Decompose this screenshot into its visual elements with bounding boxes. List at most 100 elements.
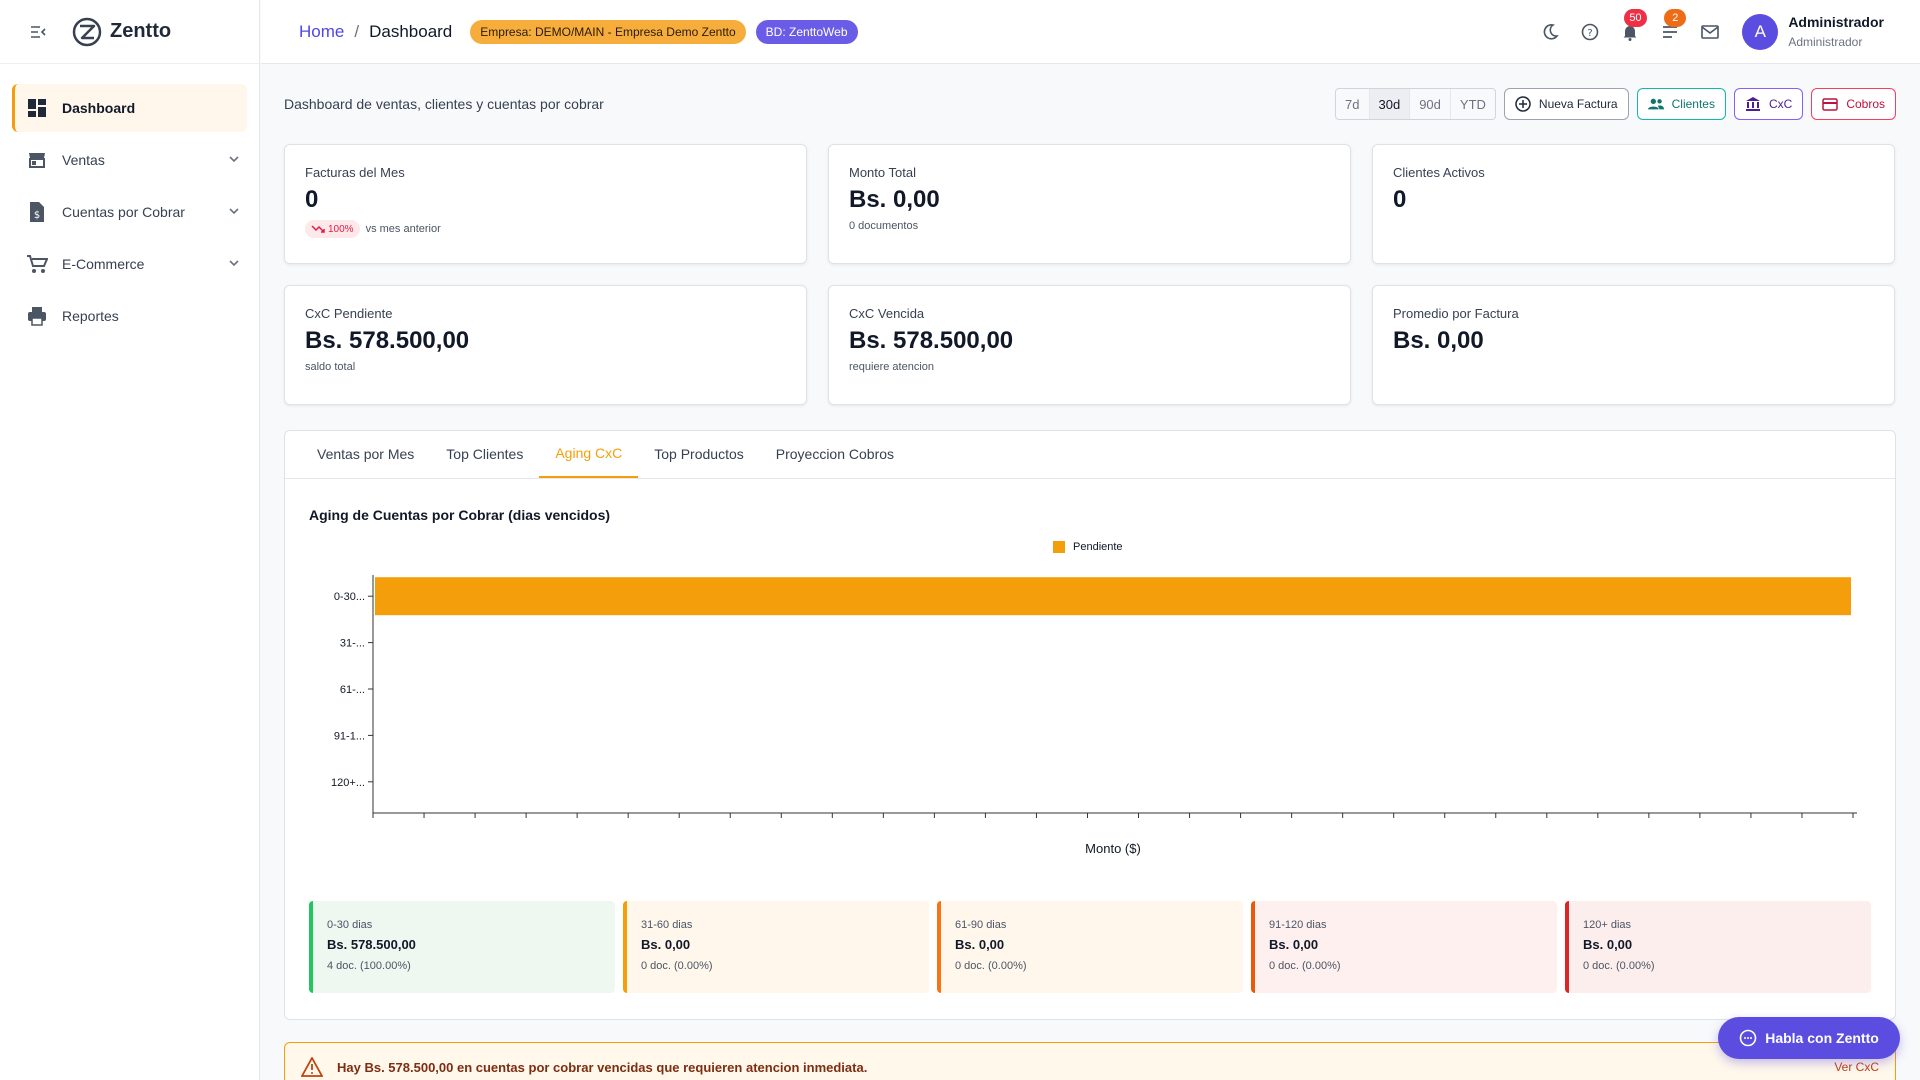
aging-bucket: 91-120 dias Bs. 0,00 0 doc. (0.00%) xyxy=(1251,901,1557,993)
sidebar-item-ventas[interactable]: Ventas xyxy=(12,136,247,184)
breadcrumb-current: Dashboard xyxy=(369,21,453,41)
bucket-amount: Bs. 0,00 xyxy=(1583,937,1633,952)
breadcrumb-home-link[interactable]: Home xyxy=(299,21,345,41)
app-name: Zentto xyxy=(110,20,172,42)
help-icon[interactable]: ? xyxy=(1578,20,1602,44)
tab-ventas-por-mes[interactable]: Ventas por Mes xyxy=(317,446,415,462)
view-cxc-link[interactable]: Ver CxC xyxy=(1834,1060,1879,1074)
range-ytd[interactable]: YTD xyxy=(1459,96,1486,112)
aging-bucket: 61-90 dias Bs. 0,00 0 doc. (0.00%) xyxy=(937,901,1243,993)
bucket-amount: Bs. 578.500,00 xyxy=(327,937,416,952)
kpi-label: Promedio por Factura xyxy=(1393,306,1519,321)
y-tick-label: 31-... xyxy=(340,638,365,650)
range-7d[interactable]: 7d xyxy=(1336,89,1370,119)
page-subtitle: Dashboard de ventas, clientes y cuentas … xyxy=(284,96,604,112)
y-tick-label: 0-30... xyxy=(334,591,365,603)
chevron-down-icon xyxy=(227,204,241,218)
tasks-list-icon[interactable]: 2 xyxy=(1658,9,1687,44)
breadcrumb: Home / Dashboard xyxy=(299,22,452,42)
aging-bucket: 31-60 dias Bs. 0,00 0 doc. (0.00%) xyxy=(623,901,929,993)
brand-bar: Zentto xyxy=(0,0,259,64)
sidebar-item-reportes[interactable]: Reportes xyxy=(12,292,247,340)
kpi-card-cxc-overdue: CxC Vencida Bs. 578.500,00 requiere aten… xyxy=(828,285,1351,405)
store-icon xyxy=(26,149,48,171)
trend-value: 100% xyxy=(328,223,354,235)
add-circle-icon xyxy=(1515,96,1531,112)
bucket-label: 91-120 dias xyxy=(1269,919,1327,931)
sidebar: Zentto Dashboard Ventas $ Cuentas por Co… xyxy=(0,0,260,1080)
collapse-menu-icon[interactable] xyxy=(28,22,48,42)
kpi-sub: 100% vs mes anterior xyxy=(305,220,786,238)
printer-icon xyxy=(26,305,48,327)
overdue-alert: Hay Bs. 578.500,00 en cuentas por cobrar… xyxy=(284,1042,1896,1080)
chat-button[interactable]: Habla con Zentto xyxy=(1718,1017,1900,1059)
tab-top-clientes[interactable]: Top Clientes xyxy=(446,446,524,462)
date-range-toggle: 7d 30d 90d YTD xyxy=(1335,88,1496,120)
sidebar-item-label: Ventas xyxy=(62,152,105,168)
tab-proyeccion-cobros[interactable]: Proyeccion Cobros xyxy=(775,446,895,462)
sidebar-item-label: Cuentas por Cobrar xyxy=(62,204,185,220)
x-axis-label: Monto ($) xyxy=(1085,841,1141,856)
bucket-label: 0-30 dias xyxy=(327,919,373,931)
mail-icon[interactable] xyxy=(1698,20,1722,44)
payments-button[interactable]: Cobros xyxy=(1811,88,1896,120)
trend-badge: 100% xyxy=(305,220,360,238)
chat-button-label: Habla con Zentto xyxy=(1765,1030,1879,1046)
sidebar-item-label: Dashboard xyxy=(62,100,136,116)
bucket-amount: Bs. 0,00 xyxy=(1269,937,1319,952)
payments-label: Cobros xyxy=(1846,97,1885,111)
cart-icon xyxy=(26,253,48,275)
user-name: Administrador xyxy=(1788,13,1884,30)
kpi-card-total-amount: Monto Total Bs. 0,00 0 documentos xyxy=(828,144,1351,264)
chart-legend: Pendiente xyxy=(1053,541,1123,553)
charts-panel: Ventas por Mes Top Clientes Aging CxC To… xyxy=(284,430,1896,1020)
kpi-card-active-clients: Clientes Activos 0 xyxy=(1372,144,1895,264)
kpi-value: Bs. 578.500,00 xyxy=(305,327,470,354)
tab-aging-cxc[interactable]: Aging CxC xyxy=(539,430,639,478)
new-invoice-label: Nueva Factura xyxy=(1538,97,1618,111)
chart-tabs: Ventas por Mes Top Clientes Aging CxC To… xyxy=(285,431,1895,479)
sidebar-item-e-commerce[interactable]: E-Commerce xyxy=(12,240,247,288)
kpi-label: Monto Total xyxy=(849,165,916,180)
new-invoice-button[interactable]: Nueva Factura xyxy=(1503,88,1629,120)
sidebar-item-label: Reportes xyxy=(62,308,119,324)
legend-label: Pendiente xyxy=(1073,541,1123,553)
chevron-down-icon xyxy=(227,152,241,166)
kpi-card-invoices-month: Facturas del Mes 0 100% vs mes anterior xyxy=(284,144,807,264)
clients-button[interactable]: Clientes xyxy=(1636,88,1726,120)
aging-bar-chart: 0-30... 31-... 61-... 91-1... 120+... Monto (… xyxy=(331,575,1857,856)
y-tick-label: 61-... xyxy=(340,684,365,696)
toolbar-actions: 7d 30d 90d YTD Nueva Factura Clientes Cx… xyxy=(1335,88,1896,120)
bucket-docs: 0 doc. (0.00%) xyxy=(641,960,713,972)
kpi-label: Clientes Activos xyxy=(1393,165,1485,180)
top-icons: ? 50 2 A Administrador Administrador xyxy=(1522,0,1884,64)
sidebar-item-cuentas-por-cobrar[interactable]: $ Cuentas por Cobrar xyxy=(12,188,247,236)
aging-buckets: 0-30 dias Bs. 578.500,00 4 doc. (100.00%) 3… xyxy=(309,901,1871,993)
kpi-value: 0 xyxy=(305,186,319,213)
tab-top-productos[interactable]: Top Productos xyxy=(654,446,744,462)
range-90d[interactable]: 90d xyxy=(1410,89,1451,119)
kpi-sub-text: vs mes anterior xyxy=(365,223,441,235)
invoice-dollar-icon: $ xyxy=(26,201,48,223)
kpi-value: Bs. 0,00 xyxy=(1393,327,1484,354)
aging-bucket: 0-30 dias Bs. 578.500,00 4 doc. (100.00%) xyxy=(309,901,615,993)
user-info[interactable]: Administrador Administrador xyxy=(1788,14,1884,51)
kpi-value: Bs. 0,00 xyxy=(849,186,940,213)
database-chip[interactable]: BD: ZenttoWeb xyxy=(755,19,858,44)
bucket-docs: 0 doc. (0.00%) xyxy=(1269,960,1341,972)
kpi-value: 0 xyxy=(1393,186,1407,213)
dark-mode-icon[interactable] xyxy=(1538,20,1562,44)
avatar[interactable]: A xyxy=(1742,14,1779,50)
bucket-docs: 0 doc. (0.00%) xyxy=(955,960,1027,972)
bucket-docs: 4 doc. (100.00%) xyxy=(327,960,411,972)
notifications-badge: 50 xyxy=(1624,9,1647,27)
warning-icon xyxy=(301,1057,323,1077)
sidebar-item-dashboard[interactable]: Dashboard xyxy=(12,84,247,132)
range-30d[interactable]: 30d xyxy=(1369,89,1411,119)
notifications-bell-icon[interactable]: 50 xyxy=(1618,9,1647,44)
bucket-label: 120+ dias xyxy=(1583,919,1632,931)
kpi-sub: requiere atencion xyxy=(849,361,935,373)
zentto-logo-icon xyxy=(72,17,102,47)
cxc-button[interactable]: CxC xyxy=(1733,88,1804,120)
company-chip[interactable]: Empresa: DEMO/MAIN - Empresa Demo Zentto xyxy=(470,19,746,44)
